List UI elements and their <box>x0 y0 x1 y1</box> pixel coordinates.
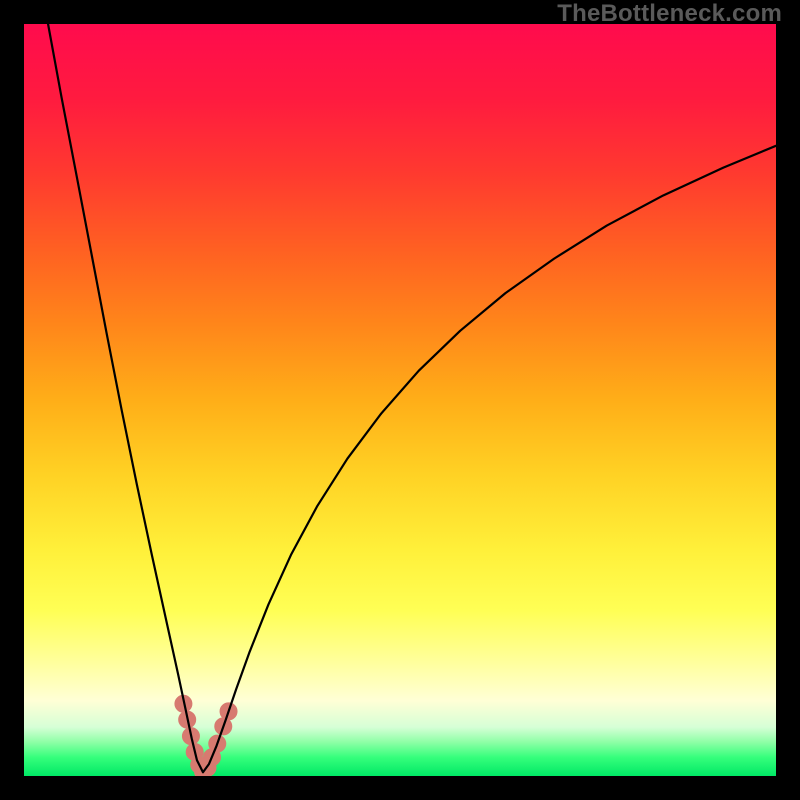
chart-frame: TheBottleneck.com <box>0 0 800 800</box>
bottleneck-chart <box>0 0 800 800</box>
watermark-text: TheBottleneck.com <box>557 0 782 28</box>
plot-background <box>24 24 776 776</box>
